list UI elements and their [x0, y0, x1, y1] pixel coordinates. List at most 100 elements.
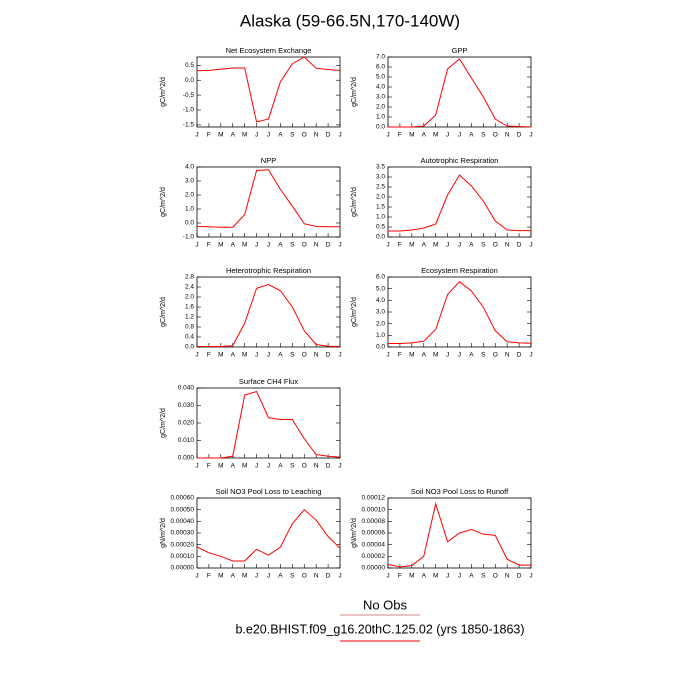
x-tick-label: D [326, 573, 331, 580]
y-tick-label: 0.00060 [171, 495, 195, 502]
y-tick-label: 1.0 [376, 214, 385, 221]
y-tick-label: 0.030 [178, 402, 195, 409]
panel-title: Surface CH4 Flux [239, 377, 298, 386]
y-tick-label: 0.0 [376, 124, 385, 131]
y-axis-label: gC/m^2/d [351, 297, 358, 327]
x-tick-label: A [278, 463, 283, 470]
x-tick-label: A [422, 132, 427, 139]
x-tick-label: J [267, 352, 270, 359]
data-line [196, 508, 341, 562]
x-tick-label: S [481, 352, 486, 359]
x-tick-label: O [302, 132, 307, 139]
y-tick-label: 0.00012 [362, 495, 386, 502]
x-tick-label: J [195, 242, 198, 249]
panel-title: Heterotrophic Respiration [226, 266, 311, 275]
y-tick-label: 2.8 [185, 274, 194, 281]
x-tick-label: J [267, 463, 270, 470]
x-tick-label: D [326, 242, 331, 249]
x-tick-label: J [255, 242, 258, 249]
x-tick-label: D [517, 573, 522, 580]
legend-label: No Obs [363, 597, 408, 612]
data-line [388, 280, 532, 344]
plot-frame [196, 497, 341, 569]
x-tick-label: A [278, 242, 283, 249]
x-tick-label: J [255, 463, 258, 470]
x-tick-label: D [517, 132, 522, 139]
x-tick-label: J [446, 352, 449, 359]
x-tick-label: J [529, 573, 532, 580]
y-tick-label: -1.0 [183, 107, 195, 114]
x-tick-label: S [290, 242, 295, 249]
plot-frame [196, 387, 341, 459]
x-tick-label: J [267, 242, 270, 249]
y-tick-label: 3.0 [376, 94, 385, 101]
x-tick-label: J [338, 242, 341, 249]
y-tick-label: 0.00020 [171, 541, 195, 548]
y-tick-label: 3.5 [376, 164, 385, 171]
x-tick-label: F [207, 132, 211, 139]
x-tick-label: A [231, 132, 236, 139]
x-tick-label: J [529, 352, 532, 359]
x-tick-label: A [231, 352, 236, 359]
y-tick-label: 4.0 [376, 297, 385, 304]
x-tick-label: N [505, 132, 510, 139]
plot-frame [387, 166, 532, 238]
data-line [388, 58, 532, 128]
panel-title: NPP [261, 156, 276, 165]
x-tick-label: M [218, 463, 223, 470]
x-tick-label: S [481, 573, 486, 580]
x-tick-label: F [207, 573, 211, 580]
x-tick-label: A [469, 242, 474, 249]
y-tick-label: 1.0 [185, 206, 194, 213]
y-tick-label: 0.00002 [362, 553, 386, 560]
x-tick-label: M [218, 242, 223, 249]
x-tick-label: N [505, 573, 510, 580]
x-tick-label: M [242, 463, 247, 470]
x-tick-label: J [338, 352, 341, 359]
x-tick-label: J [446, 242, 449, 249]
y-tick-label: 4.0 [185, 164, 194, 171]
y-tick-label: 6.0 [376, 64, 385, 71]
y-tick-label: 5.0 [376, 285, 385, 292]
x-tick-label: A [422, 573, 427, 580]
x-tick-label: J [458, 132, 461, 139]
y-axis-label: gC/m^2/d [160, 77, 167, 107]
y-tick-label: 0.00008 [362, 518, 386, 525]
x-tick-label: A [469, 573, 474, 580]
y-tick-label: 3.0 [376, 309, 385, 316]
y-tick-label: 0.00000 [362, 565, 386, 572]
x-tick-label: N [314, 463, 319, 470]
y-axis-label: gC/m^2/d [160, 187, 167, 217]
y-tick-label: 0.0 [376, 344, 385, 351]
x-tick-label: M [433, 132, 438, 139]
x-tick-label: J [195, 352, 198, 359]
y-tick-label: 0.00000 [171, 565, 195, 572]
legend-label: b.e20.BHIST.f09_g16.20thC.125.02 (yrs 18… [235, 622, 524, 636]
y-tick-label: 2.5 [376, 184, 385, 191]
x-tick-label: A [469, 132, 474, 139]
y-tick-label: 1.2 [185, 314, 194, 321]
y-tick-label: 3.0 [376, 174, 385, 181]
x-tick-label: N [314, 573, 319, 580]
y-tick-label: 5.0 [376, 74, 385, 81]
y-tick-label: 0.040 [178, 385, 195, 392]
y-tick-label: -1.5 [183, 122, 195, 129]
y-tick-label: 1.6 [185, 304, 194, 311]
x-tick-label: D [517, 242, 522, 249]
data-line [197, 283, 341, 347]
x-tick-label: F [398, 573, 402, 580]
x-tick-label: O [302, 463, 307, 470]
y-tick-label: 2.4 [185, 284, 194, 291]
x-tick-label: J [338, 132, 341, 139]
x-tick-label: D [326, 352, 331, 359]
x-tick-label: M [409, 352, 414, 359]
x-tick-label: A [469, 352, 474, 359]
panel-title: Ecosystem Respiration [421, 266, 498, 275]
x-tick-label: F [398, 352, 402, 359]
y-tick-label: 0.020 [178, 420, 195, 427]
x-tick-label: A [231, 573, 236, 580]
y-tick-label: 2.0 [185, 294, 194, 301]
x-tick-label: M [218, 132, 223, 139]
panel-title: Soil NO3 Pool Loss to Runoff [411, 487, 509, 496]
